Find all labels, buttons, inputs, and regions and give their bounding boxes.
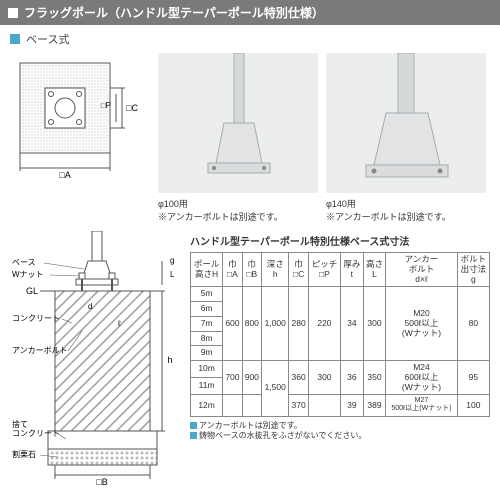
photo1-note: ※アンカーボルトは別途です。 (158, 210, 318, 223)
svg-text:ベース: ベース (12, 258, 36, 267)
svg-text:□A: □A (59, 170, 70, 180)
mid-row: GL □B h L g d ℓ ベース (0, 227, 500, 491)
cell: 10m (191, 361, 223, 378)
section-diagram: GL □B h L g d ℓ ベース (10, 231, 180, 491)
cell: 100 (457, 395, 489, 416)
note-square-icon (190, 432, 197, 439)
cell: 8m (191, 331, 223, 346)
cell: 1,500 (262, 361, 289, 416)
svg-text:□B: □B (96, 477, 107, 487)
cell: M20500ℓ以上(Wナット) (386, 287, 457, 361)
top-row: □A □C □P (0, 49, 500, 197)
cell: 6m (191, 302, 223, 317)
cell: 34 (341, 287, 364, 361)
note2: 鋳物ベースの水抜孔をふさがないでください。 (199, 431, 366, 440)
cell: 11m (191, 378, 223, 395)
cell: 280 (289, 287, 308, 361)
product-photo-140 (326, 53, 486, 193)
cell: 300 (363, 287, 386, 361)
note-square-icon (190, 422, 197, 429)
cell: 350 (363, 361, 386, 395)
svg-text:ℓ: ℓ (117, 319, 121, 328)
spec-table: ポール高さH 巾□A 巾□B 深さh 巾□C ピッチ□P 厚みt 高さL アンカ… (190, 252, 490, 417)
svg-text:コンクリート: コンクリート (12, 429, 60, 438)
cell: 1,000 (262, 287, 289, 361)
th-p: ピッチ□P (308, 253, 340, 287)
cell: M24600ℓ以上(Wナット) (386, 361, 457, 395)
cell: 7m (191, 316, 223, 331)
cell: 389 (363, 395, 386, 416)
note1: アンカーボルトは別途です。 (199, 421, 302, 430)
photo2-caption: φ140用 (326, 197, 486, 210)
spec-table-area: ハンドル型テーパーポール特別仕様ベース式寸法 ポール高さH 巾□A 巾□B 深さ… (190, 231, 490, 491)
th-t: 厚みt (341, 253, 364, 287)
photo2-note: ※アンカーボルトは別途です。 (326, 210, 486, 223)
cell: 36 (341, 361, 364, 395)
table-row: 10m 700 900 1,500 360 300 36 350 M24600ℓ… (191, 361, 490, 378)
th-b: 巾□B (242, 253, 261, 287)
cell: 900 (242, 361, 261, 395)
th-g: ボルト出寸法g (457, 253, 489, 287)
title-square-icon (8, 8, 18, 18)
svg-text:g: g (170, 256, 174, 265)
plan-dimension-diagram: □A □C □P (10, 53, 150, 193)
svg-text:□P: □P (101, 101, 111, 110)
table-title: ハンドル型テーパーポール特別仕様ベース式寸法 (190, 233, 490, 248)
page-title: フラッグポール（ハンドル型テーパーポール特別仕様） (24, 4, 324, 21)
cell: 12m (191, 395, 223, 416)
th-h: ポール高さH (191, 253, 223, 287)
svg-text:捨て: 捨て (12, 419, 28, 429)
svg-text:d: d (88, 302, 92, 311)
cell: M27500ℓ以上(Wナット) (386, 395, 457, 416)
th-l: 高さL (363, 253, 386, 287)
cell: 800 (242, 287, 261, 361)
cell: 600 (223, 287, 242, 361)
th-c: 巾□C (289, 253, 308, 287)
th-a: 巾□A (223, 253, 242, 287)
table-header-row: ポール高さH 巾□A 巾□B 深さh 巾□C ピッチ□P 厚みt 高さL アンカ… (191, 253, 490, 287)
svg-text:GL: GL (26, 286, 38, 296)
svg-text:アンカーボルト: アンカーボルト (12, 346, 68, 355)
table-row: 12m 370 39 389 M27500ℓ以上(Wナット) 100 (191, 395, 490, 416)
cell: 360 (289, 361, 308, 395)
svg-text:Wナット: Wナット (12, 270, 44, 279)
svg-text:コンクリート: コンクリート (12, 314, 60, 323)
cell (308, 395, 340, 416)
photo1-caption: φ100用 (158, 197, 318, 210)
cell (242, 395, 261, 416)
th-depth: 深さh (262, 253, 289, 287)
caption-row: φ100用 ※アンカーボルトは別途です。 φ140用 ※アンカーボルトは別途です… (0, 197, 500, 227)
th-bolt: アンカーボルトd×ℓ (386, 253, 457, 287)
cell: 700 (223, 361, 242, 395)
title-bar: フラッグポール（ハンドル型テーパーポール特別仕様） (0, 0, 500, 25)
cell: 39 (341, 395, 364, 416)
subtitle-text: ベース式 (26, 31, 69, 47)
svg-text:L: L (170, 270, 175, 279)
cell: 5m (191, 287, 223, 302)
table-row: 5m 600 800 1,000 280 220 34 300 M20500ℓ以… (191, 287, 490, 302)
cell: 370 (289, 395, 308, 416)
subtitle-row: ベース式 (0, 25, 500, 49)
subtitle-square-icon (10, 34, 20, 44)
cell: 9m (191, 346, 223, 361)
cell: 300 (308, 361, 340, 395)
svg-text:h: h (167, 355, 172, 365)
cell: 220 (308, 287, 340, 361)
cell: 80 (457, 287, 489, 361)
svg-text:割栗石: 割栗石 (12, 449, 36, 459)
svg-text:□C: □C (126, 103, 138, 113)
cell (223, 395, 242, 416)
product-photo-100 (158, 53, 318, 193)
cell: 95 (457, 361, 489, 395)
table-notes: アンカーボルトは別途です。 鋳物ベースの水抜孔をふさがないでください。 (190, 421, 490, 442)
